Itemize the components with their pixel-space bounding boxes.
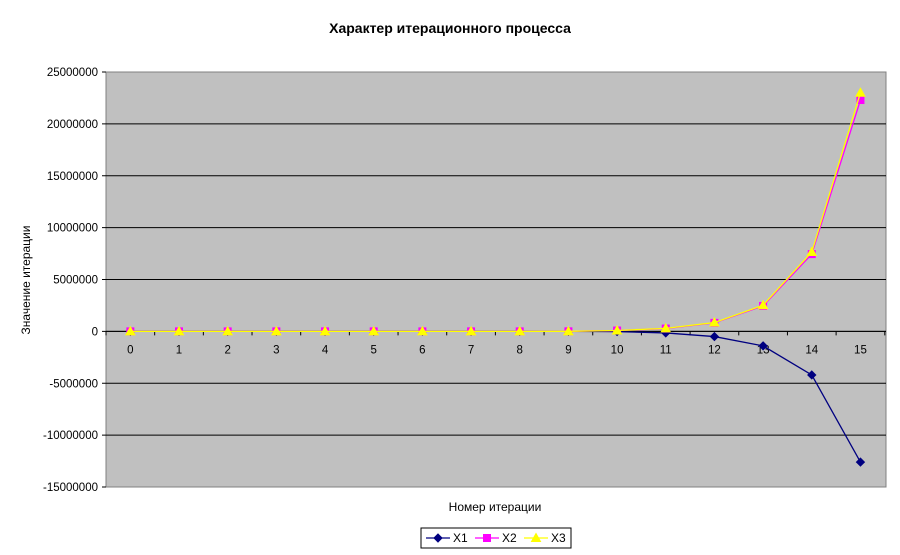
- data-point-x3: [271, 325, 282, 336]
- x-tick-label: 3: [273, 344, 279, 356]
- legend-marker: [530, 532, 542, 542]
- data-point-x1: [709, 331, 720, 342]
- x-tick-label: 15: [854, 344, 867, 356]
- x-tick-label: 9: [565, 344, 571, 356]
- series-line-x3: [130, 92, 862, 333]
- data-point-x3: [368, 325, 380, 336]
- legend-item-x3: X3: [524, 531, 566, 545]
- data-point-x3: [757, 299, 769, 310]
- x-tick-label: 5: [371, 344, 377, 356]
- x-tick-label: 7: [468, 344, 474, 356]
- data-point-x3: [660, 322, 672, 333]
- data-point-x3: [124, 325, 136, 336]
- x-tick-label: 10: [611, 344, 624, 356]
- data-point-x3: [611, 324, 623, 335]
- data-point-x3: [709, 317, 720, 327]
- y-tick-label: 0: [92, 326, 98, 338]
- y-tick-label: 5000000: [53, 275, 98, 287]
- x-axis-label: Номер итерации: [449, 500, 542, 514]
- data-point-x1: [807, 370, 817, 380]
- x-tick-label: 1: [176, 344, 182, 356]
- y-tick-label: 25000000: [47, 67, 98, 79]
- data-point-x1: [758, 341, 768, 351]
- legend-marker: [483, 534, 491, 542]
- legend-marker: [433, 533, 443, 543]
- y-tick-label: -15000000: [43, 482, 98, 494]
- data-point-x3: [173, 325, 185, 336]
- data-point-x3: [319, 325, 331, 336]
- data-point-x3: [563, 325, 574, 336]
- legend-item-x2: X2: [475, 531, 517, 545]
- y-tick-label: 20000000: [47, 119, 98, 131]
- series-x3: [124, 87, 866, 336]
- x-tick-label: 0: [127, 344, 133, 356]
- y-tick-label: 15000000: [47, 171, 98, 183]
- data-point-x3: [806, 246, 818, 257]
- x-tick-label: 2: [224, 344, 230, 356]
- data-point-x3: [222, 325, 234, 336]
- data-point-x3: [855, 87, 866, 97]
- legend-item-x1: X1: [426, 531, 468, 545]
- x-tick-label: 12: [708, 344, 721, 356]
- y-axis-ticks: 25000000 20000000 15000000 10000000 5000000 0…: [43, 67, 106, 494]
- legend: X1 X2 X3: [420, 527, 572, 549]
- x-axis-ticks: 0123456789101112131415: [127, 344, 867, 356]
- data-point-x1: [855, 457, 866, 467]
- legend-label: X1: [453, 531, 468, 545]
- y-tick-label: -5000000: [49, 378, 98, 390]
- y-axis-label: Значение итерации: [19, 226, 33, 335]
- y-tick-label: 10000000: [47, 223, 98, 235]
- x-tick-label: 11: [660, 344, 672, 356]
- data-point-x3: [514, 325, 526, 336]
- y-tick-label: -10000000: [43, 430, 98, 442]
- x-tick-label: 4: [322, 344, 329, 356]
- x-tick-label: 8: [517, 344, 523, 356]
- data-point-x3: [417, 325, 428, 336]
- legend-label: X2: [502, 531, 517, 545]
- data-point-x3: [465, 325, 477, 336]
- chart-title: Характер итерационного процесса: [329, 20, 571, 36]
- series-layer: [124, 87, 866, 467]
- legend-label: X3: [551, 531, 566, 545]
- x-tick-label: 14: [805, 344, 818, 356]
- x-tick-label: 6: [419, 344, 425, 356]
